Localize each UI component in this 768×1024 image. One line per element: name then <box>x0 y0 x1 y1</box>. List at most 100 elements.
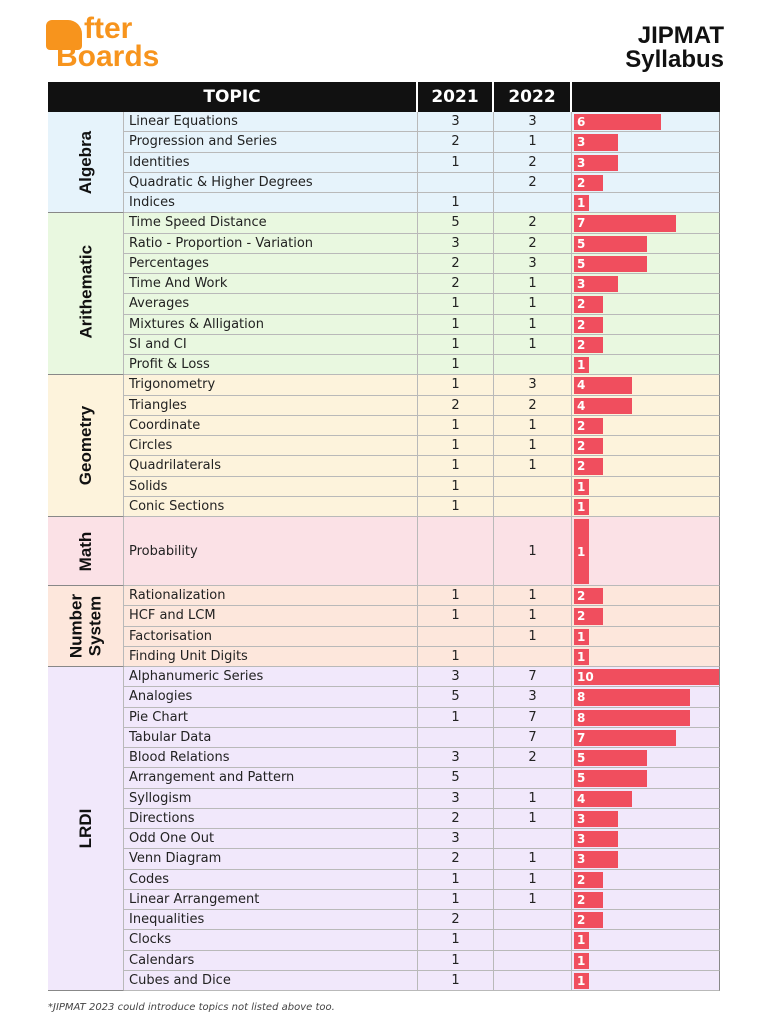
logo-line2: Boards <box>56 40 160 73</box>
cell-2021: 1 <box>418 970 494 991</box>
cell-2021: 5 <box>418 687 494 708</box>
total-bar: 2 <box>574 417 603 434</box>
group-name: Math <box>76 531 95 571</box>
topic-cell: Quadrilaterals <box>124 456 418 477</box>
logo-icon <box>46 20 82 50</box>
cell-2021: 5 <box>418 213 494 234</box>
title-line1: JIPMAT <box>637 22 724 49</box>
topic-cell: Trigonometry <box>124 375 418 396</box>
cell-2021: 2 <box>418 132 494 153</box>
total-bar: 3 <box>574 831 618 848</box>
cell-2021: 3 <box>418 667 494 688</box>
cell-2022: 1 <box>494 889 572 910</box>
topic-cell: Quadratic & Higher Degrees <box>124 172 418 193</box>
total-cell <box>572 314 720 335</box>
cell-2021: 1 <box>418 314 494 335</box>
topic-cell: Ratio - Proportion - Variation <box>124 233 418 254</box>
topic-cell: Percentages <box>124 253 418 274</box>
cell-2021: 2 <box>418 395 494 416</box>
total-bar: 2 <box>574 438 603 455</box>
header-total <box>572 82 720 112</box>
total-bar: 1 <box>574 478 589 495</box>
cell-2021: 3 <box>418 748 494 769</box>
cell-2021: 1 <box>418 193 494 214</box>
cell-2021: 1 <box>418 294 494 315</box>
cell-2021: 1 <box>418 456 494 477</box>
topic-cell: Rationalization <box>124 586 418 607</box>
topic-cell: Syllogism <box>124 788 418 809</box>
cell-2022 <box>494 910 572 931</box>
cell-2021: 2 <box>418 808 494 829</box>
topic-cell: Conic Sections <box>124 496 418 517</box>
total-bar: 2 <box>574 588 603 605</box>
total-cell <box>572 889 720 910</box>
cell-2022: 2 <box>494 395 572 416</box>
cell-2021: 1 <box>418 586 494 607</box>
cell-2021: 1 <box>418 334 494 355</box>
cell-2022: 1 <box>494 415 572 436</box>
cell-2022: 1 <box>494 606 572 627</box>
topic-cell: Finding Unit Digits <box>124 646 418 667</box>
header-2021: 2021 <box>418 82 494 112</box>
topic-cell: Clocks <box>124 930 418 951</box>
cell-2021: 1 <box>418 889 494 910</box>
total-bar: 3 <box>574 276 618 293</box>
cell-2022: 1 <box>494 869 572 890</box>
total-bar: 1 <box>574 357 589 374</box>
total-bar: 1 <box>574 498 589 515</box>
cell-2022: 1 <box>494 517 572 586</box>
topic-cell: Alphanumeric Series <box>124 667 418 688</box>
total-bar: 4 <box>574 397 632 414</box>
cell-2022: 1 <box>494 132 572 153</box>
topic-cell: Averages <box>124 294 418 315</box>
total-bar: 2 <box>574 296 603 313</box>
total-cell <box>572 517 720 586</box>
total-bar: 2 <box>574 912 603 929</box>
total-bar: 2 <box>574 458 603 475</box>
cell-2022: 7 <box>494 727 572 748</box>
cell-2021: 1 <box>418 646 494 667</box>
topic-cell: Time And Work <box>124 274 418 295</box>
topic-cell: Calendars <box>124 950 418 971</box>
topic-cell: Circles <box>124 436 418 457</box>
cell-2021: 3 <box>418 112 494 133</box>
cell-2022: 2 <box>494 172 572 193</box>
cell-2022: 3 <box>494 375 572 396</box>
total-cell <box>572 970 720 991</box>
header-2022: 2022 <box>494 82 572 112</box>
cell-2021: 1 <box>418 355 494 376</box>
group-name: Geometry <box>76 405 95 486</box>
topic-cell: Indices <box>124 193 418 214</box>
total-cell <box>572 869 720 890</box>
topic-cell: Linear Arrangement <box>124 889 418 910</box>
topic-cell: Identities <box>124 152 418 173</box>
cell-2022: 1 <box>494 294 572 315</box>
cell-2022: 3 <box>494 253 572 274</box>
title: JIPMAT Syllabus <box>625 24 724 72</box>
total-bar: 4 <box>574 790 632 807</box>
cell-2021: 1 <box>418 707 494 728</box>
cell-2021: 1 <box>418 415 494 436</box>
cell-2022: 7 <box>494 667 572 688</box>
total-cell <box>572 436 720 457</box>
total-bar: 2 <box>574 871 603 888</box>
cell-2021: 1 <box>418 606 494 627</box>
cell-2022: 1 <box>494 334 572 355</box>
title-line2: Syllabus <box>625 46 724 73</box>
cell-2022: 1 <box>494 274 572 295</box>
cell-2022 <box>494 355 572 376</box>
topic-cell: Cubes and Dice <box>124 970 418 991</box>
total-bar: 1 <box>574 972 589 989</box>
group-name: LRDI <box>76 808 95 849</box>
total-cell <box>572 355 720 376</box>
cell-2021: 2 <box>418 253 494 274</box>
header-topic: TOPIC <box>48 82 418 112</box>
topic-cell: Arrangement and Pattern <box>124 768 418 789</box>
cell-2022: 7 <box>494 707 572 728</box>
cell-2021 <box>418 727 494 748</box>
cell-2022: 2 <box>494 152 572 173</box>
topic-cell: Blood Relations <box>124 748 418 769</box>
total-bar: 3 <box>574 154 618 171</box>
cell-2022 <box>494 476 572 497</box>
total-bar: 4 <box>574 377 632 394</box>
